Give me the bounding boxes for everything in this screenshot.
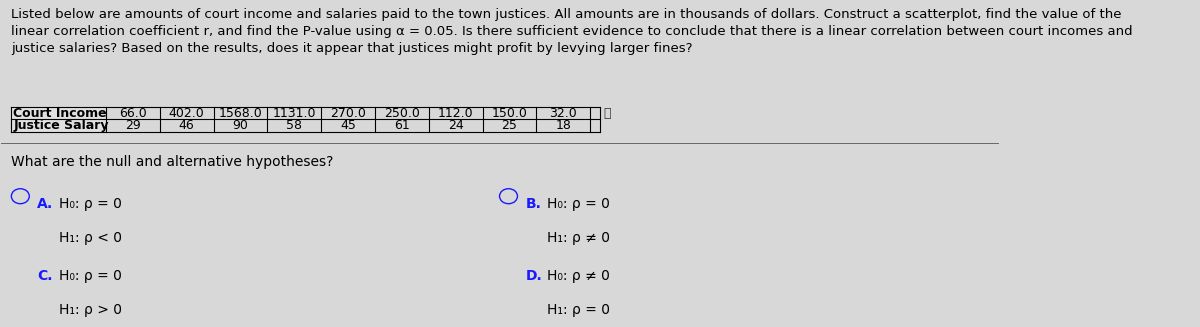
Text: 18: 18	[556, 119, 571, 132]
Bar	[11, 107, 106, 119]
Text: H₁: ρ > 0: H₁: ρ > 0	[59, 303, 122, 318]
Text: H₁: ρ = 0: H₁: ρ = 0	[547, 303, 611, 318]
Text: 402.0: 402.0	[169, 107, 204, 120]
Text: 25: 25	[502, 119, 517, 132]
Text: Listed below are amounts of court income and salaries paid to the town justices.: Listed below are amounts of court income…	[11, 8, 1133, 55]
Text: 29: 29	[125, 119, 140, 132]
Text: 46: 46	[179, 119, 194, 132]
Text: 270.0: 270.0	[330, 107, 366, 120]
Text: 150.0: 150.0	[492, 107, 528, 120]
Text: Court Income: Court Income	[13, 107, 107, 120]
Text: 250.0: 250.0	[384, 107, 420, 120]
Text: 61: 61	[394, 119, 409, 132]
Text: H₁: ρ < 0: H₁: ρ < 0	[59, 231, 122, 245]
Text: 58: 58	[287, 119, 302, 132]
Text: C.: C.	[37, 269, 53, 284]
Text: 1568.0: 1568.0	[218, 107, 263, 120]
Text: 24: 24	[448, 119, 463, 132]
Text: H₀: ρ ≠ 0: H₀: ρ ≠ 0	[547, 269, 611, 284]
Text: Justice Salary: Justice Salary	[13, 119, 109, 132]
Text: What are the null and alternative hypotheses?: What are the null and alternative hypoth…	[11, 155, 334, 169]
Text: 90: 90	[233, 119, 248, 132]
Text: 1131.0: 1131.0	[272, 107, 316, 120]
Text: H₀: ρ = 0: H₀: ρ = 0	[59, 197, 122, 211]
Text: 45: 45	[340, 119, 356, 132]
Text: 32.0: 32.0	[550, 107, 577, 120]
Text: 112.0: 112.0	[438, 107, 474, 120]
Text: B.: B.	[526, 197, 541, 211]
Text: A.: A.	[37, 197, 54, 211]
Text: H₀: ρ = 0: H₀: ρ = 0	[547, 197, 611, 211]
Text: ⧉: ⧉	[604, 107, 611, 120]
Text: D.: D.	[526, 269, 542, 284]
Bar	[11, 119, 106, 132]
Text: H₀: ρ = 0: H₀: ρ = 0	[59, 269, 122, 284]
Text: H₁: ρ ≠ 0: H₁: ρ ≠ 0	[547, 231, 611, 245]
Text: 66.0: 66.0	[119, 107, 146, 120]
